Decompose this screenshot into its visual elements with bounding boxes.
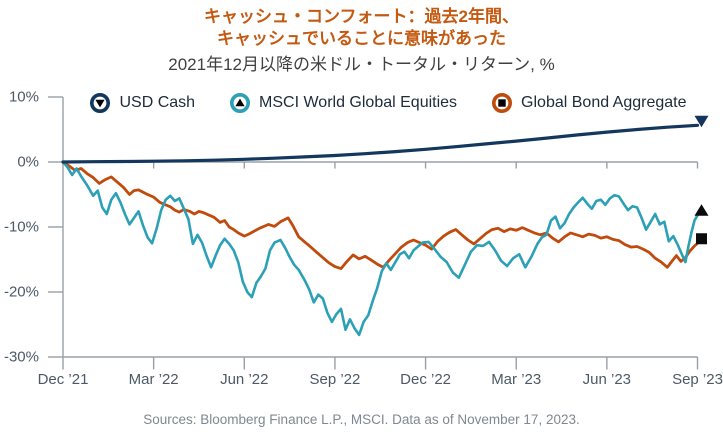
end-marker-triangle-up-icon [694,204,709,216]
msci-world-triangle-up-icon [229,92,251,114]
series-line-global-bond-aggregate [61,160,699,271]
axes: 10% 0% -10% -20% -30% Dec ’21 Mar ’22 Jun ’22 Se… [4,89,723,389]
chart-title: キャッシュ・コンフォート：過去2年間、 キャッシュでいることに意味があった [0,6,723,50]
y-tick-label: 0% [17,154,39,171]
x-tick-label: Sep ’22 [309,371,360,388]
legend-label-global-bond: Global Bond Aggregate [521,94,687,111]
chart-subtitle: 2021年12月以降の米ドル・トータル・リターン, % [168,55,555,74]
x-tick-label: Mar ’22 [129,371,179,388]
x-tick-label: Sep ’23 [672,371,723,388]
legend-item-usd-cash: USD Cash [89,92,195,114]
global-bond-square-icon [491,92,513,114]
chart-legend: USD Cash MSCI World Global Equities Glob… [63,92,713,114]
triangle-down-in-ring-icon [90,93,111,113]
y-tick-label: -30% [4,349,39,366]
series-line-usd-cash [61,123,700,164]
x-tick-label: Dec ’21 [38,371,89,388]
y-tick-label: -10% [4,219,39,236]
x-tick-label: Mar ’23 [491,371,541,388]
legend-label-usd-cash: USD Cash [119,94,196,111]
end-marker-square-icon [696,233,707,245]
source-note: Sources: Bloomberg Finance L.P., MSCI. D… [143,412,580,427]
end-marker-triangle-down-icon [694,115,709,128]
x-tick-label: Jun ’22 [220,371,268,388]
y-tick-label: 10% [9,89,39,106]
legend-item-global-bond: Global Bond Aggregate [491,92,687,114]
chart-title-line1: キャッシュ・コンフォート：過去2年間、 [204,7,519,26]
triangle-up-in-ring-icon [230,93,251,113]
usd-cash-triangle-down-icon [89,92,111,114]
y-tick-label: -20% [4,284,39,301]
x-tick-label: Dec ’22 [400,371,451,388]
chart-title-line2: キャッシュでいることに意味があった [217,29,506,48]
series-line-msci-world-global-equities [61,160,699,337]
square-in-ring-icon [492,93,513,113]
x-tick-label: Jun ’23 [583,371,631,388]
legend-item-msci-world: MSCI World Global Equities [229,92,457,114]
legend-label-msci-world: MSCI World Global Equities [259,94,458,111]
